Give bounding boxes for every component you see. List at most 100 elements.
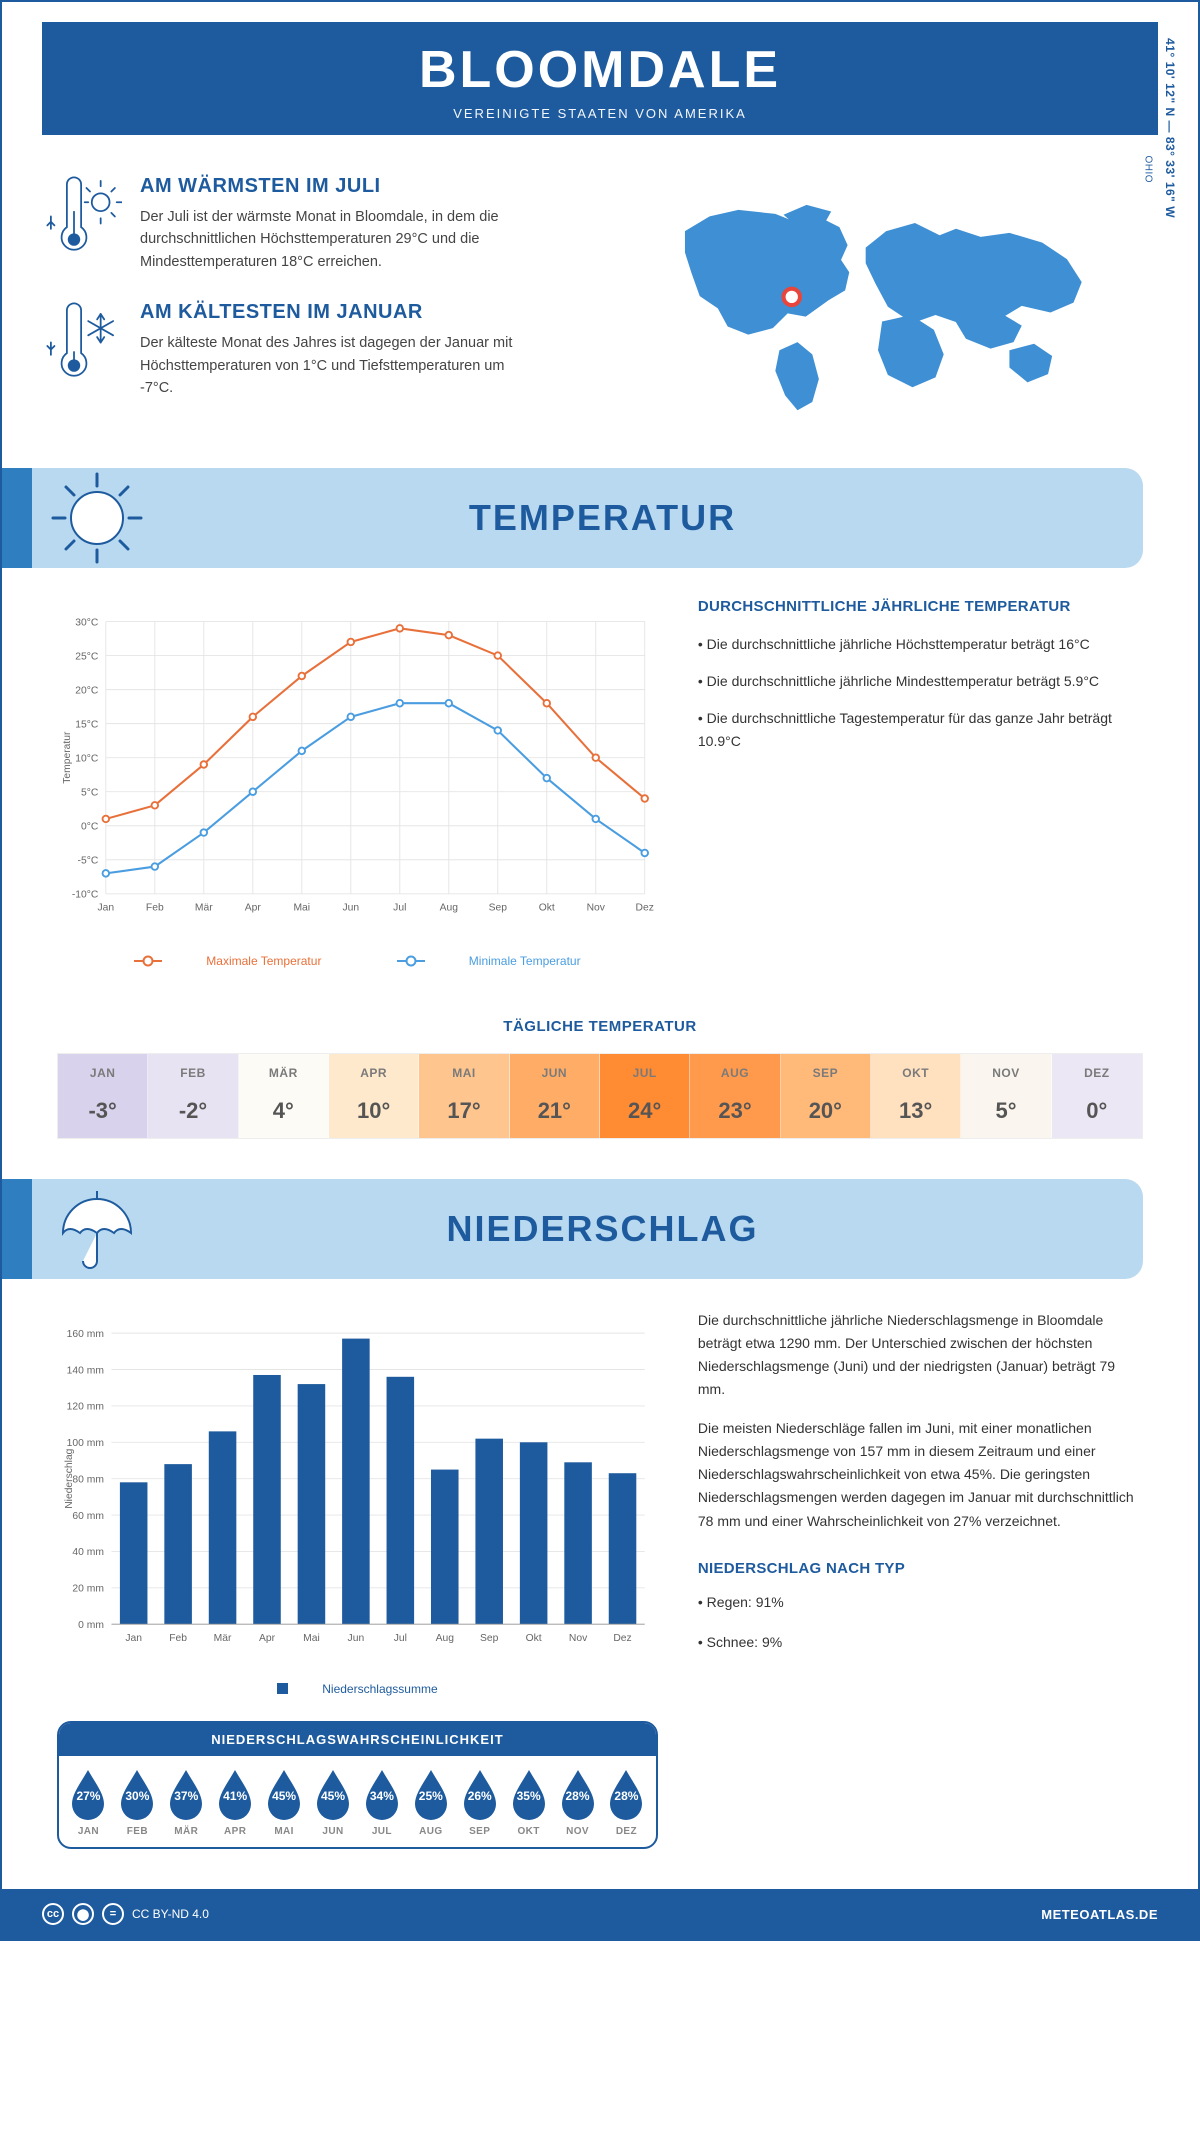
probability-value: 45% — [272, 1789, 296, 1803]
sun-icon — [32, 468, 162, 568]
daily-temp-cell: AUG23° — [690, 1054, 780, 1138]
daily-temp-cell: JAN-3° — [58, 1054, 148, 1138]
svg-text:Jul: Jul — [393, 903, 406, 914]
raindrop-icon: 41% — [214, 1768, 256, 1820]
probability-cell: 34% JUL — [358, 1768, 405, 1837]
svg-text:0 mm: 0 mm — [78, 1620, 104, 1631]
month-label: JUL — [358, 1826, 405, 1837]
temperature-chart: -10°C-5°C0°C5°C10°C15°C20°C25°C30°CJanFe… — [57, 598, 658, 968]
probability-heading: NIEDERSCHLAGSWAHRSCHEINLICHKEIT — [59, 1723, 656, 1756]
month-label: MAI — [261, 1826, 308, 1837]
month-label: APR — [212, 1826, 259, 1837]
svg-text:Jun: Jun — [342, 903, 359, 914]
license-label: CC BY-ND 4.0 — [132, 1907, 209, 1921]
precip-type-bullet: • Schnee: 9% — [698, 1631, 1143, 1654]
svg-text:Jun: Jun — [348, 1633, 365, 1644]
chart-legend: Maximale Temperatur Minimale Temperatur — [57, 951, 658, 968]
temperature-section-head: TEMPERATUR — [2, 468, 1143, 568]
probability-cell: 27%JAN — [65, 1768, 112, 1837]
page-subtitle: VEREINIGTE STAATEN VON AMERIKA — [42, 106, 1158, 121]
svg-text:Apr: Apr — [259, 1633, 276, 1644]
temp-value: 5° — [961, 1088, 1050, 1138]
temp-value: 4° — [239, 1088, 328, 1138]
probability-value: 25% — [419, 1789, 443, 1803]
probability-value: 27% — [76, 1789, 100, 1803]
raindrop-icon: 28% — [605, 1768, 647, 1820]
precip-type-bullet: • Regen: 91% — [698, 1591, 1143, 1614]
month-label: JUN — [310, 1826, 357, 1837]
thermometer-sun-icon — [42, 175, 122, 265]
svg-text:Feb: Feb — [146, 903, 164, 914]
svg-text:10°C: 10°C — [75, 753, 99, 764]
precip-p2: Die meisten Niederschläge fallen im Juni… — [698, 1417, 1143, 1532]
temperature-bullet: • Die durchschnittliche Tagestemperatur … — [698, 707, 1143, 753]
raindrop-icon: 27% — [67, 1768, 109, 1820]
svg-text:80 mm: 80 mm — [72, 1474, 104, 1485]
page-title: BLOOMDALE — [42, 40, 1158, 100]
month-label: JAN — [58, 1054, 147, 1088]
daily-temp-cell: MÄR4° — [239, 1054, 329, 1138]
cc-icon: cc — [42, 1903, 64, 1925]
probability-cell: 35%OKT — [505, 1768, 552, 1837]
warmest-fact: AM WÄRMSTEN IM JULI Der Juli ist der wär… — [42, 175, 588, 273]
svg-text:Jan: Jan — [98, 903, 115, 914]
svg-text:Feb: Feb — [169, 1633, 187, 1644]
svg-text:15°C: 15°C — [75, 719, 99, 730]
svg-text:40 mm: 40 mm — [72, 1547, 104, 1558]
warmest-text: Der Juli ist der wärmste Monat in Bloomd… — [140, 206, 520, 273]
probability-value: 26% — [468, 1789, 492, 1803]
svg-text:Niederschlag: Niederschlag — [64, 1448, 75, 1508]
svg-text:Mär: Mär — [195, 903, 213, 914]
svg-text:Nov: Nov — [569, 1633, 588, 1644]
svg-text:30°C: 30°C — [75, 617, 99, 628]
svg-text:Aug: Aug — [436, 1633, 455, 1644]
month-label: JUL — [600, 1054, 689, 1088]
month-label: MÄR — [163, 1826, 210, 1837]
thermometer-snow-icon — [42, 301, 122, 391]
svg-text:Nov: Nov — [587, 903, 606, 914]
world-map — [618, 186, 1138, 416]
temperature-bullet: • Die durchschnittliche jährliche Höchst… — [698, 633, 1143, 656]
svg-text:120 mm: 120 mm — [67, 1401, 104, 1412]
daily-temp-cell: JUL24° — [600, 1054, 690, 1138]
probability-cell: 41% APR — [212, 1768, 259, 1837]
probability-cell: 28%DEZ — [603, 1768, 650, 1837]
svg-text:Okt: Okt — [526, 1633, 542, 1644]
month-label: JUN — [510, 1054, 599, 1088]
probability-cell: 45% JUN — [310, 1768, 357, 1837]
coldest-title: AM KÄLTESTEN IM JANUAR — [140, 301, 520, 324]
svg-text:0°C: 0°C — [81, 821, 99, 832]
svg-text:Jul: Jul — [394, 1633, 407, 1644]
temp-value: 24° — [600, 1088, 689, 1138]
temp-value: 10° — [329, 1088, 418, 1138]
svg-text:140 mm: 140 mm — [67, 1365, 104, 1376]
temperature-bullet: • Die durchschnittliche jährliche Mindes… — [698, 670, 1143, 693]
month-label: MÄR — [239, 1054, 328, 1088]
probability-cell: 28%NOV — [554, 1768, 601, 1837]
daily-temp-cell: APR10° — [329, 1054, 419, 1138]
daily-temperature-grid: JAN-3°FEB-2°MÄR4°APR10°MAI17°JUN21°JUL24… — [57, 1053, 1143, 1139]
raindrop-icon: 26% — [459, 1768, 501, 1820]
legend-max: Maximale Temperatur — [206, 954, 321, 968]
daily-temp-title: TÄGLICHE TEMPERATUR — [2, 1018, 1198, 1035]
section-title-precipitation: NIEDERSCHLAG — [162, 1208, 1143, 1250]
svg-text:Dez: Dez — [613, 1633, 631, 1644]
probability-value: 41% — [223, 1789, 247, 1803]
location-marker — [784, 289, 800, 305]
svg-text:20°C: 20°C — [75, 685, 99, 696]
month-label: SEP — [456, 1826, 503, 1837]
svg-text:Jan: Jan — [125, 1633, 142, 1644]
umbrella-icon — [32, 1179, 162, 1279]
precip-type-heading: NIEDERSCHLAG NACH TYP — [698, 1557, 1143, 1582]
probability-value: 35% — [517, 1789, 541, 1803]
svg-text:Mär: Mär — [214, 1633, 232, 1644]
temp-value: -3° — [58, 1088, 147, 1138]
probability-value: 45% — [321, 1789, 345, 1803]
raindrop-icon: 34% — [361, 1768, 403, 1820]
month-label: AUG — [407, 1826, 454, 1837]
raindrop-icon: 28% — [557, 1768, 599, 1820]
raindrop-icon: 45% — [263, 1768, 305, 1820]
month-label: AUG — [690, 1054, 779, 1088]
raindrop-icon: 25% — [410, 1768, 452, 1820]
probability-value: 28% — [566, 1789, 590, 1803]
